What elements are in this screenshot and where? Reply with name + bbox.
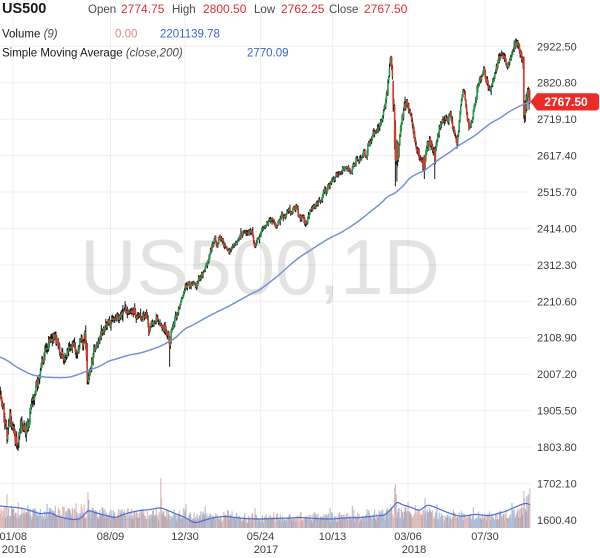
svg-text:12/30: 12/30 bbox=[171, 531, 199, 543]
svg-text:10/13: 10/13 bbox=[319, 531, 347, 543]
svg-text:07/30: 07/30 bbox=[471, 531, 499, 543]
svg-text:0.00: 0.00 bbox=[115, 29, 137, 41]
svg-text:Simple Moving Average (close,2: Simple Moving Average (close,200) bbox=[2, 48, 183, 60]
svg-text:2515.70: 2515.70 bbox=[537, 187, 577, 199]
svg-text:2017: 2017 bbox=[254, 544, 278, 556]
svg-text:High: High bbox=[172, 4, 196, 16]
svg-text:03/06: 03/06 bbox=[394, 531, 422, 543]
svg-text:1600.40: 1600.40 bbox=[537, 515, 577, 527]
svg-text:2007.20: 2007.20 bbox=[537, 369, 577, 381]
svg-text:2617.40: 2617.40 bbox=[537, 151, 577, 163]
svg-text:2820.80: 2820.80 bbox=[537, 78, 577, 90]
svg-text:2770.09: 2770.09 bbox=[247, 48, 289, 60]
svg-text:2210.60: 2210.60 bbox=[537, 296, 577, 308]
svg-text:2774.75: 2774.75 bbox=[121, 2, 165, 16]
svg-text:05/24: 05/24 bbox=[247, 531, 275, 543]
svg-text:08/09: 08/09 bbox=[97, 531, 125, 543]
svg-text:US500: US500 bbox=[2, 1, 46, 17]
svg-text:2201139.78: 2201139.78 bbox=[160, 29, 220, 41]
svg-text:01/08: 01/08 bbox=[0, 531, 27, 543]
svg-text:2767.50: 2767.50 bbox=[544, 95, 588, 109]
svg-text:2414.00: 2414.00 bbox=[537, 223, 577, 235]
svg-text:2762.25: 2762.25 bbox=[281, 2, 325, 16]
svg-text:Close: Close bbox=[329, 4, 358, 16]
svg-text:Open: Open bbox=[88, 4, 116, 16]
svg-text:2800.50: 2800.50 bbox=[203, 2, 247, 16]
svg-text:2922.50: 2922.50 bbox=[537, 41, 577, 53]
svg-text:Low: Low bbox=[254, 4, 276, 16]
svg-text:1905.50: 1905.50 bbox=[537, 406, 577, 418]
svg-text:1702.10: 1702.10 bbox=[537, 479, 577, 491]
svg-text:1803.80: 1803.80 bbox=[537, 442, 577, 454]
svg-text:2108.90: 2108.90 bbox=[537, 333, 577, 345]
svg-text:2312.30: 2312.30 bbox=[537, 260, 577, 272]
svg-text:Volume (9): Volume (9) bbox=[2, 29, 58, 41]
svg-text:2018: 2018 bbox=[402, 544, 426, 556]
svg-text:2719.10: 2719.10 bbox=[537, 114, 577, 126]
svg-text:2767.50: 2767.50 bbox=[364, 2, 408, 16]
svg-text:2016: 2016 bbox=[2, 544, 26, 556]
